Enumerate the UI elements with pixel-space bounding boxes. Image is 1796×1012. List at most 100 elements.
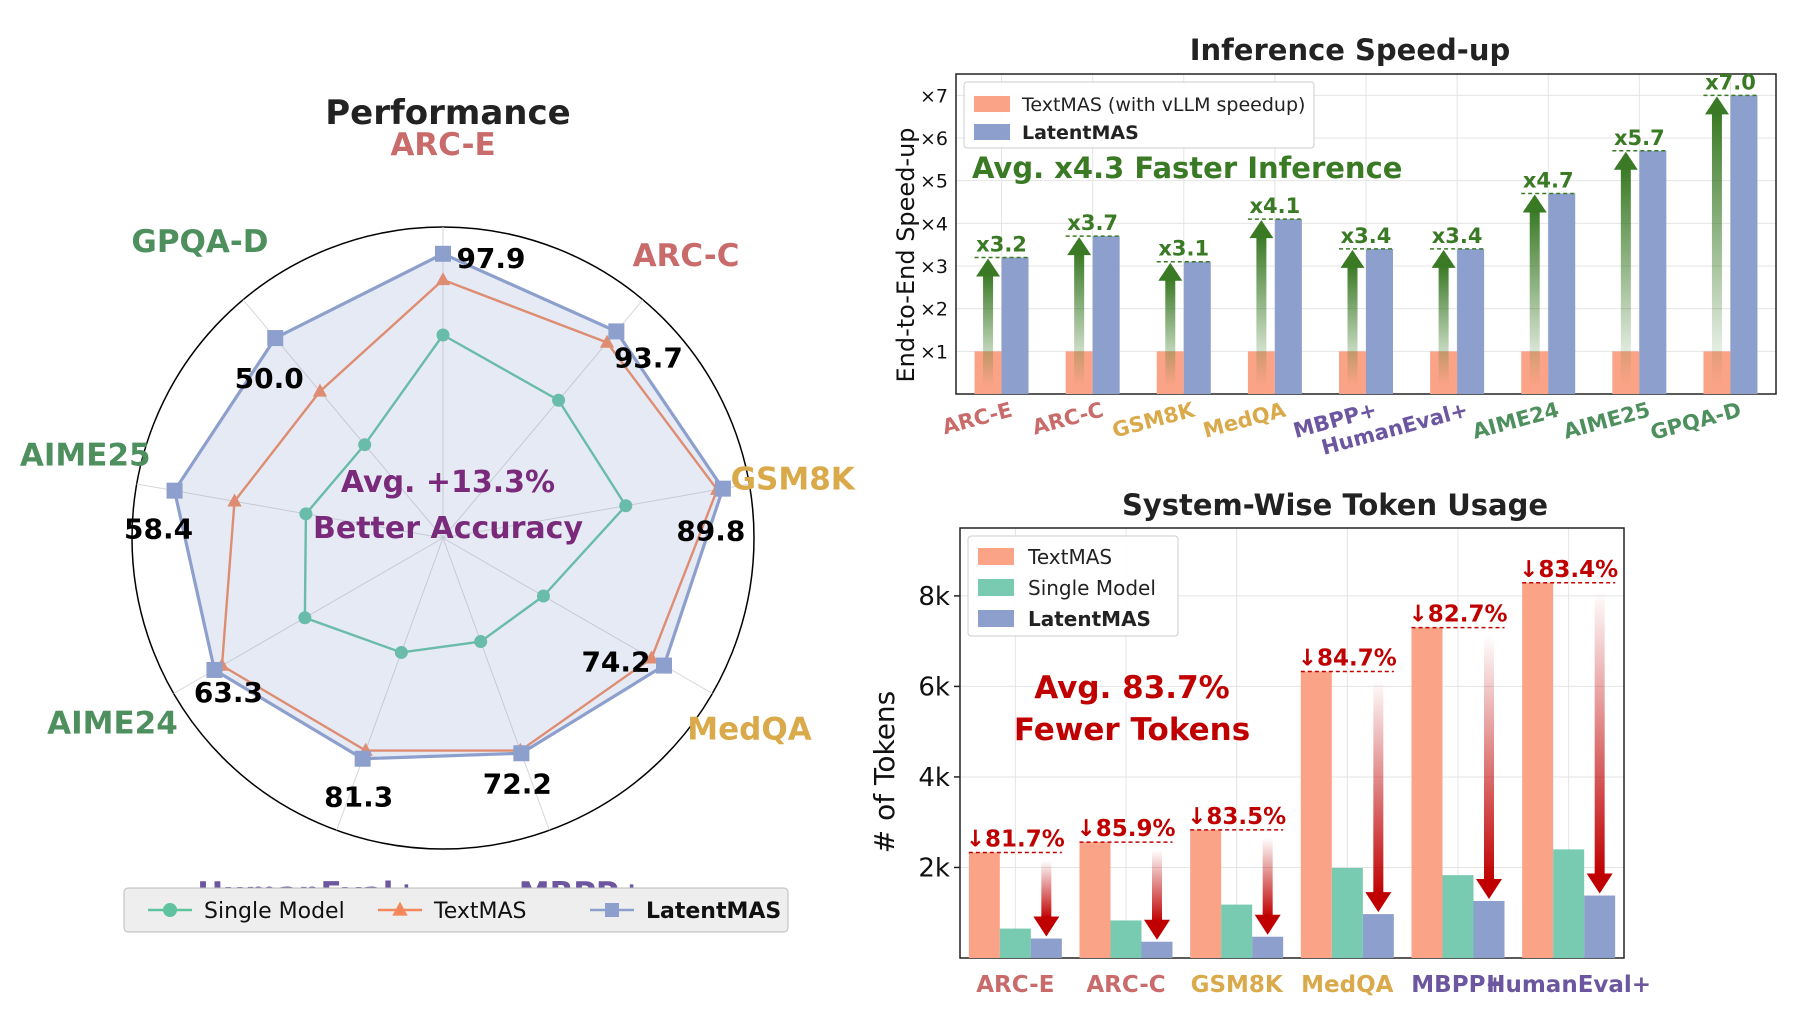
speedup-xtick-aime25: AIME25: [1561, 398, 1653, 444]
speedup-annotation: x4.7: [1523, 168, 1574, 192]
token-ylabel: # of Tokens: [868, 691, 901, 854]
token-xtick-arc-c: ARC-C: [1086, 972, 1165, 998]
radar-value-label: 74.2: [581, 646, 650, 679]
speedup-arrow-head: [1431, 249, 1456, 268]
radar-legend-box: [123, 887, 789, 933]
token-bar-latentmas: [1362, 914, 1394, 958]
token-legend-label-latentmas: LatentMAS: [1028, 607, 1151, 631]
radar-point-latentmas: [206, 661, 223, 678]
token-ytick: 6k: [918, 672, 950, 702]
radar-line-textmas: [220, 278, 719, 752]
radar-point-latentmas: [354, 750, 371, 767]
speedup-bar-latentmas: [1639, 150, 1667, 394]
token-bar-textmas: [1190, 829, 1222, 958]
speedup-plot-area: ×1 ×2 ×3 ×4 ×5 ×6 ×7 x3.2 ARC-E x3.7 ARC-C x3.1 GSM8…: [920, 70, 1777, 460]
token-legend-swatch-textmas: [978, 548, 1014, 565]
radar-fill-latentmas: [174, 253, 723, 759]
speedup-bar-latentmas: [1092, 236, 1120, 394]
radar-category-gpqa-d: GPQA-D: [131, 224, 268, 260]
token-legend-swatch-latentmas: [978, 610, 1014, 627]
speedup-ytick: ×1: [920, 341, 948, 363]
token-title: System-Wise Token Usage: [1122, 488, 1548, 522]
token-annotation: ↓81.7%: [966, 827, 1065, 853]
speedup-annotation: x3.1: [1158, 237, 1209, 261]
radar-point-single-model: [552, 393, 566, 407]
speedup-xtick-arc-c: ARC-C: [1030, 398, 1106, 440]
radar-point-textmas: [312, 383, 328, 397]
radar-point-latentmas: [166, 482, 183, 499]
radar-value-label: 72.2: [483, 767, 552, 800]
radar-value-label: 89.8: [676, 515, 745, 548]
token-arrow-shaft: [1484, 635, 1494, 881]
token-ytick: 4k: [918, 763, 950, 793]
radar-point-single-model: [619, 499, 633, 513]
token-bar-textmas: [968, 852, 1000, 958]
speedup-legend-swatch-textmas-with-vllm-speedup: [974, 96, 1010, 112]
token-xtick-humaneval: HumanEval+: [1486, 972, 1651, 998]
token-arrow-shaft: [1041, 860, 1052, 919]
token-arrow-head: [1476, 878, 1502, 899]
token-bar-single-model: [999, 928, 1031, 958]
speedup-ylabel: End-to-End Speed-up: [892, 127, 920, 382]
speedup-arrow-head: [1704, 96, 1729, 115]
token-xtick-medqa: MedQA: [1301, 972, 1394, 998]
token-frame: [959, 527, 1625, 959]
radar-value-label: 81.3: [324, 781, 393, 814]
speedup-ytick: ×6: [920, 128, 948, 150]
radar-point-single-model: [436, 328, 450, 342]
token-xtick-gsm8k: GSM8K: [1191, 972, 1284, 998]
token-ytick: 8k: [918, 582, 950, 612]
speedup-bar-latentmas: [1366, 248, 1393, 394]
token-ytick: 2k: [918, 853, 950, 883]
token-callout-line1: Avg. 83.7%: [1034, 670, 1229, 706]
token-arrow-head: [1254, 914, 1281, 935]
speedup-arrow-shaft: [1711, 112, 1722, 386]
speedup-ytick: ×3: [920, 256, 948, 278]
speedup-arrow-head: [1067, 237, 1092, 256]
token-plot-area: 2k 4k 6k 8k ↓81.7% ARC-E ↓85.9% ARC-C ↓83.5% GSM8…: [918, 527, 1651, 998]
legend-label-single-model: Single Model: [204, 899, 345, 924]
speedup-xtick-gpqa-d: GPQA-D: [1648, 398, 1744, 445]
token-arrow-shaft: [1373, 679, 1384, 895]
speedup-ytick: ×2: [920, 299, 948, 321]
speedup-bar-latentmas: [1274, 219, 1302, 394]
radar-point-textmas: [599, 334, 615, 348]
radar-value-label: 97.9: [456, 242, 525, 275]
speedup-arrow-head: [1158, 262, 1183, 281]
speedup-annotation: x3.4: [1432, 224, 1483, 248]
speedup-xtick-medqa: MedQA: [1201, 397, 1289, 442]
radar-value-label: 93.7: [614, 341, 683, 374]
speedup-arrow-shaft: [1256, 236, 1267, 386]
token-arrow-shaft: [1262, 837, 1273, 917]
token-bar-textmas: [1079, 842, 1111, 958]
token-callout-line2: Fewer Tokens: [1014, 712, 1250, 748]
token-annotation: ↓85.9%: [1076, 816, 1175, 842]
radar-value-label: 50.0: [235, 362, 304, 395]
token-bar-single-model: [1110, 920, 1142, 958]
speedup-bar-latentmas: [1183, 261, 1211, 394]
token-arrow-shaft: [1594, 590, 1605, 876]
speedup-arrow-shaft: [1529, 210, 1540, 386]
speedup-arrow-head: [1340, 249, 1365, 268]
speedup-arrow-shaft: [1347, 265, 1358, 386]
radar-point-latentmas: [656, 657, 673, 674]
radar-value-label: 63.3: [194, 676, 263, 709]
token-bar-single-model: [1442, 875, 1474, 958]
speedup-ytick: ×7: [920, 85, 948, 107]
radar-title: Performance: [325, 93, 570, 133]
speedup-xtick-aime24: AIME24: [1470, 398, 1562, 444]
token-xtick-arc-e: ARC-E: [976, 972, 1054, 998]
radar-category-arc-e: ARC-E: [390, 127, 495, 163]
token-bar-single-model: [1331, 867, 1363, 958]
legend-label-textmas: TextMAS: [433, 899, 527, 924]
speedup-annotation: x7.0: [1705, 70, 1756, 94]
speedup-bar-latentmas: [1457, 248, 1485, 394]
token-legend-label-textmas: TextMAS: [1027, 545, 1112, 569]
speedup-arrow-shaft: [1438, 265, 1449, 386]
speedup-bar-latentmas: [1001, 257, 1029, 394]
speedup-xtick-gsm8k: GSM8K: [1110, 397, 1198, 442]
token-bar-textmas: [1300, 671, 1332, 958]
legend-marker-textmas: [392, 901, 408, 916]
speedup-ytick: ×4: [920, 213, 948, 235]
speedup-annotation: x3.2: [976, 232, 1027, 256]
